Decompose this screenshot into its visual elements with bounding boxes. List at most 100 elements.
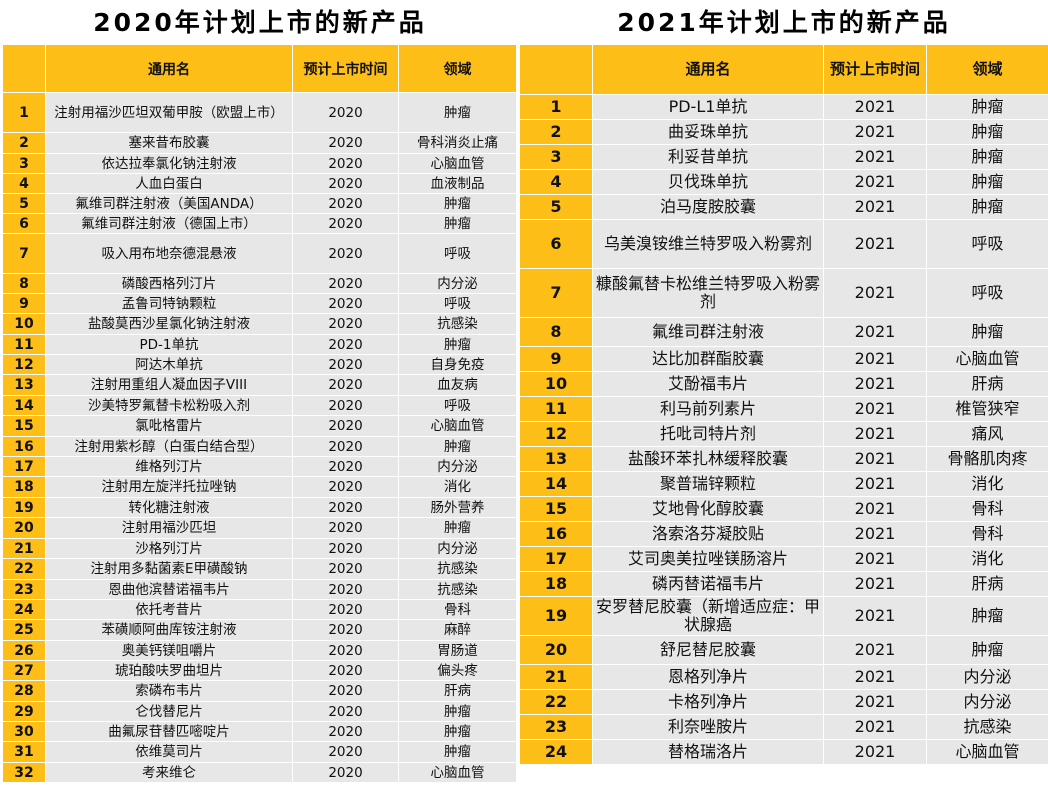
therapeutic-field: 肿瘤 <box>926 94 1048 120</box>
launch-year: 2020 <box>292 558 399 580</box>
table-row: 1 PD-L1单抗 2021 肿瘤 <box>519 94 1048 120</box>
therapeutic-field: 肿瘤 <box>398 517 517 539</box>
table-row: 22 卡格列净片 2021 内分泌 <box>519 689 1048 715</box>
launch-year: 2021 <box>823 119 927 145</box>
product-name: 吸入用布地奈德混悬液 <box>45 233 293 274</box>
product-name: 曲氟尿苷替匹嘧啶片 <box>45 721 293 742</box>
launch-year: 2020 <box>292 153 399 174</box>
therapeutic-field: 肿瘤 <box>926 169 1048 195</box>
row-number: 9 <box>2 293 46 314</box>
launch-year: 2021 <box>823 219 927 269</box>
table-row: 2 塞来昔布胶囊 2020 骨科消炎止痛 <box>2 132 517 154</box>
launch-year: 2020 <box>292 313 399 335</box>
launch-year: 2021 <box>823 346 927 372</box>
table-2021: 通用名 预计上市时间 领域 1 PD-L1单抗 2021 肿瘤 2 曲妥珠单抗 2021 肿瘤… <box>519 44 1048 765</box>
launch-year: 2021 <box>823 635 927 665</box>
table-row: 4 贝伐珠单抗 2021 肿瘤 <box>519 169 1048 195</box>
therapeutic-field: 肠外营养 <box>398 497 517 518</box>
table-row: 28 索磷布韦片 2020 肝病 <box>2 680 517 702</box>
therapeutic-field: 肝病 <box>926 371 1048 397</box>
product-name: 注射用福沙匹坦双葡甲胺（欧盟上市） <box>45 92 293 133</box>
launch-year: 2021 <box>823 714 927 740</box>
row-number: 8 <box>519 317 593 347</box>
table-row: 15 氯吡格雷片 2020 心脑血管 <box>2 415 517 437</box>
header-name: 通用名 <box>592 44 824 95</box>
launch-year: 2020 <box>292 395 399 416</box>
table-row: 5 氟维司群注射液（美国ANDA） 2020 肿瘤 <box>2 193 517 214</box>
launch-year: 2021 <box>823 268 927 318</box>
table-row: 16 注射用紫杉醇（白蛋白结合型） 2020 肿瘤 <box>2 436 517 457</box>
product-name: 依达拉奉氯化钠注射液 <box>45 153 293 174</box>
product-name: 注射用多黏菌素E甲磺酸钠 <box>45 558 293 580</box>
therapeutic-field: 心脑血管 <box>398 153 517 174</box>
row-number: 21 <box>2 538 46 559</box>
table-row: 18 注射用左旋泮托拉唑钠 2020 消化 <box>2 476 517 498</box>
launch-year: 2020 <box>292 173 399 194</box>
product-name: 利奈唑胺片 <box>592 714 824 740</box>
row-number: 30 <box>2 721 46 742</box>
row-number: 25 <box>2 619 46 641</box>
product-name: 注射用重组人凝血因子VIII <box>45 374 293 396</box>
product-name: 利马前列素片 <box>592 396 824 422</box>
product-name: 舒尼替尼胶囊 <box>592 635 824 665</box>
table-row: 20 舒尼替尼胶囊 2021 肿瘤 <box>519 635 1048 665</box>
therapeutic-field: 消化 <box>926 471 1048 497</box>
launch-year: 2020 <box>292 233 399 274</box>
table-row: 3 依达拉奉氯化钠注射液 2020 心脑血管 <box>2 153 517 174</box>
table-row: 12 托吡司特片剂 2021 痛风 <box>519 421 1048 447</box>
product-name: 泊马度胺胶囊 <box>592 194 824 220</box>
therapeutic-field: 心脑血管 <box>398 415 517 437</box>
table-row: 29 仑伐替尼片 2020 肿瘤 <box>2 701 517 722</box>
row-number: 16 <box>2 436 46 457</box>
therapeutic-field: 自身免疫 <box>398 354 517 375</box>
therapeutic-field: 肿瘤 <box>398 741 517 763</box>
header-row: 通用名 预计上市时间 领域 <box>2 44 517 93</box>
table-row: 24 替格瑞洛片 2021 心脑血管 <box>519 739 1048 765</box>
launch-year: 2020 <box>292 213 399 234</box>
launch-year: 2021 <box>823 571 927 597</box>
table-row: 12 阿达木单抗 2020 自身免疫 <box>2 354 517 375</box>
therapeutic-field: 肝病 <box>398 680 517 702</box>
table-row: 14 沙美特罗氟替卡松粉吸入剂 2020 呼吸 <box>2 395 517 416</box>
therapeutic-field: 肿瘤 <box>926 596 1048 636</box>
product-name: 艾司奥美拉唑镁肠溶片 <box>592 546 824 572</box>
table-row: 30 曲氟尿苷替匹嘧啶片 2020 肿瘤 <box>2 721 517 742</box>
launch-year: 2020 <box>292 193 399 214</box>
table-row: 9 孟鲁司特钠颗粒 2020 呼吸 <box>2 293 517 314</box>
table-row: 11 PD-1单抗 2020 肿瘤 <box>2 334 517 355</box>
row-number: 18 <box>519 571 593 597</box>
table-row: 7 吸入用布地奈德混悬液 2020 呼吸 <box>2 233 517 274</box>
row-number: 7 <box>2 233 46 274</box>
launch-year: 2021 <box>823 144 927 170</box>
table-row: 10 盐酸莫西沙星氯化钠注射液 2020 抗感染 <box>2 313 517 335</box>
launch-year: 2020 <box>292 476 399 498</box>
launch-year: 2020 <box>292 538 399 559</box>
product-name: 盐酸莫西沙星氯化钠注射液 <box>45 313 293 335</box>
row-number: 20 <box>519 635 593 665</box>
row-number: 15 <box>519 496 593 522</box>
header-field: 领域 <box>398 44 517 93</box>
row-number: 23 <box>519 714 593 740</box>
row-number: 22 <box>2 558 46 580</box>
launch-year: 2020 <box>292 293 399 314</box>
launch-year: 2021 <box>823 546 927 572</box>
table-row: 26 奥美钙镁咀嚼片 2020 胃肠道 <box>2 640 517 661</box>
row-number: 4 <box>519 169 593 195</box>
row-number: 17 <box>2 456 46 477</box>
row-number: 23 <box>2 579 46 600</box>
row-number: 13 <box>519 446 593 472</box>
product-name: 恩格列净片 <box>592 664 824 690</box>
header-name: 通用名 <box>45 44 293 93</box>
row-number: 5 <box>2 193 46 214</box>
table-row: 32 考来维仑 2020 心脑血管 <box>2 762 517 783</box>
therapeutic-field: 抗感染 <box>398 558 517 580</box>
row-number: 24 <box>2 599 46 620</box>
row-number: 2 <box>519 119 593 145</box>
table-row: 27 琥珀酸呋罗曲坦片 2020 偏头疼 <box>2 660 517 681</box>
therapeutic-field: 痛风 <box>926 421 1048 447</box>
product-name: 艾地骨化醇胶囊 <box>592 496 824 522</box>
table-row: 18 磷丙替诺福韦片 2021 肝病 <box>519 571 1048 597</box>
launch-year: 2021 <box>823 371 927 397</box>
launch-year: 2020 <box>292 579 399 600</box>
table-row: 14 聚普瑞锌颗粒 2021 消化 <box>519 471 1048 497</box>
